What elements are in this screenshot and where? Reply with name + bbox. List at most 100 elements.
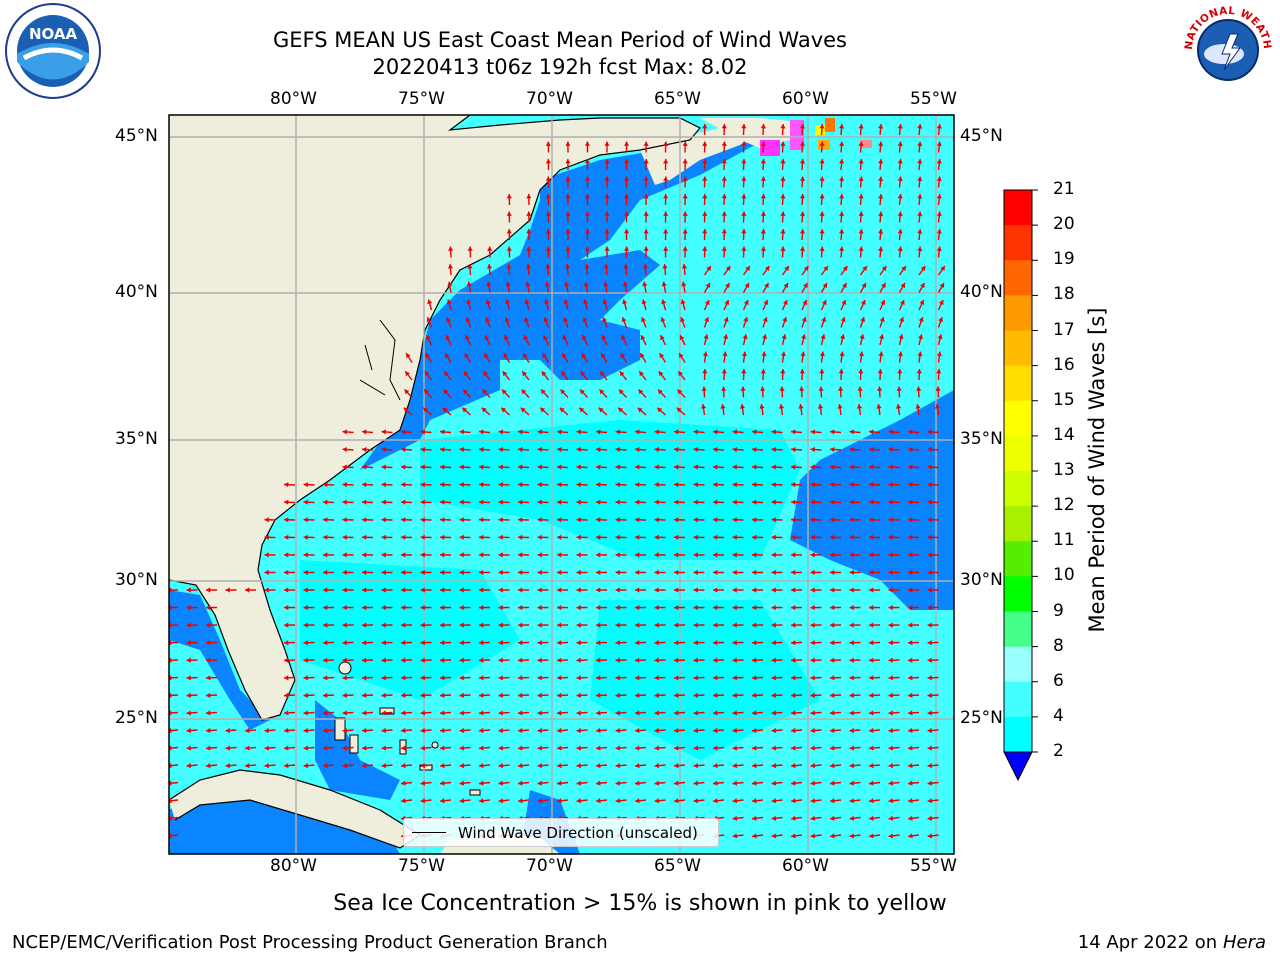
- wave-arrow-head: [565, 176, 571, 181]
- wave-arrow-head: [615, 780, 621, 786]
- wave-arrow-head: [858, 229, 864, 234]
- wave-arrow-head: [940, 266, 945, 272]
- wave-arrow-head: [537, 429, 543, 435]
- wave-arrow-head: [459, 780, 465, 786]
- wave-arrow-head: [342, 657, 347, 663]
- longitude-label-bottom: 80°W: [270, 856, 317, 876]
- inland-borders: [359, 319, 401, 401]
- wave-arrow-head: [819, 176, 825, 182]
- longitude-label-top: 65°W: [654, 89, 701, 109]
- wave-arrow-head: [869, 640, 874, 646]
- wave-arrow-head: [702, 246, 708, 251]
- wave-arrow-head: [752, 622, 757, 628]
- wave-arrow-head: [802, 299, 808, 305]
- wave-arrow-head: [498, 569, 503, 576]
- wave-arrow-head: [721, 141, 727, 146]
- wave-arrow-head: [362, 657, 367, 663]
- wave-arrow-head: [810, 587, 815, 593]
- latitude-label-right: 35°N: [960, 429, 1003, 449]
- wave-arrow-head: [801, 334, 807, 340]
- wave-arrow-head: [526, 246, 532, 251]
- wave-arrow-head: [362, 692, 367, 698]
- wave-arrow-head: [713, 482, 718, 488]
- wave-arrow-head: [381, 587, 386, 593]
- wave-arrow-head: [615, 675, 620, 681]
- wave-arrow-head: [869, 446, 874, 453]
- wave-arrow-head: [693, 657, 698, 663]
- wave-arrow-head: [615, 622, 620, 628]
- wave-arrow-head: [899, 299, 905, 305]
- wave-arrow-head: [704, 299, 710, 305]
- wave-arrow-head: [810, 710, 815, 716]
- wave-arrow-head: [459, 763, 465, 769]
- wave-arrow-head: [186, 604, 191, 611]
- wave-arrow-head: [888, 675, 893, 681]
- wave-arrow-head: [927, 499, 932, 505]
- wave-arrow-head: [713, 429, 718, 435]
- wave-arrow-head: [498, 517, 503, 523]
- wave-arrow-head: [518, 499, 523, 505]
- wave-arrow-head: [635, 482, 640, 488]
- wave-arrow-head: [284, 517, 289, 523]
- wave-arrow-head: [838, 194, 845, 199]
- wave-arrow-head: [732, 710, 737, 716]
- wave-arrow-head: [674, 534, 679, 540]
- wave-arrow-head: [896, 386, 902, 391]
- wave-arrow-head: [264, 534, 269, 540]
- wave-arrow-head: [898, 334, 904, 340]
- wave-arrow-head: [615, 499, 620, 505]
- wave-arrow-head: [899, 317, 905, 322]
- wave-arrow-head: [693, 745, 699, 751]
- wave-arrow-head: [888, 727, 893, 734]
- wave-arrow-head: [596, 517, 601, 523]
- wave-arrow-head: [479, 534, 484, 540]
- wave-arrow-head: [635, 517, 640, 523]
- wave-arrow-head: [771, 745, 777, 751]
- wave-arrow-head: [938, 317, 944, 322]
- wave-arrow-head: [818, 386, 824, 391]
- wave-arrow-head: [303, 710, 308, 716]
- wave-arrow-head: [721, 246, 727, 251]
- wave-arrow-head: [722, 351, 728, 357]
- wave-arrow-head: [518, 604, 523, 611]
- wave-arrow-head: [682, 141, 688, 146]
- wave-arrow-head: [381, 604, 386, 611]
- wave-arrow-head: [927, 710, 932, 716]
- wave-arrow-head: [420, 675, 425, 681]
- wave-arrow-head: [206, 622, 211, 628]
- wave-arrow-head: [674, 798, 679, 804]
- colorbar: [1003, 189, 1038, 782]
- wave-arrow-head: [760, 124, 766, 129]
- wave-arrow-head: [245, 763, 250, 769]
- wave-arrow-head: [780, 159, 786, 164]
- wave-arrow-head: [506, 211, 512, 216]
- wave-arrow-head: [206, 692, 211, 698]
- wave-arrow-head: [618, 407, 624, 413]
- wave-arrow-head: [420, 569, 425, 576]
- wave-arrow-head: [927, 745, 933, 751]
- wave-arrow-head: [678, 371, 683, 377]
- wave-arrow-head: [541, 371, 547, 377]
- wave-arrow-head: [245, 727, 250, 734]
- wave-arrow-head: [823, 266, 828, 272]
- wave-arrow-head: [635, 640, 640, 646]
- wave-arrow-head: [849, 604, 854, 611]
- wave-arrow-head: [713, 798, 718, 804]
- wave-arrow-head: [342, 464, 347, 470]
- wave-arrow-head: [564, 264, 571, 269]
- wave-arrow-head: [498, 675, 503, 681]
- wave-arrow-head: [526, 229, 532, 234]
- wave-arrow-head: [557, 657, 562, 663]
- wave-arrow-head: [752, 446, 757, 453]
- wave-arrow-head: [323, 710, 328, 716]
- wave-arrow-head: [284, 727, 289, 734]
- wave-arrow-head: [381, 446, 386, 453]
- wave-arrow-head: [264, 552, 269, 558]
- wave-arrow-head: [427, 299, 433, 305]
- wave-arrow-head: [810, 446, 815, 453]
- wave-arrow-head: [342, 482, 347, 488]
- wave-arrow-head: [342, 429, 348, 435]
- wave-arrow-head: [732, 622, 737, 628]
- wave-arrow-head: [693, 569, 698, 576]
- wave-arrow-head: [897, 159, 903, 164]
